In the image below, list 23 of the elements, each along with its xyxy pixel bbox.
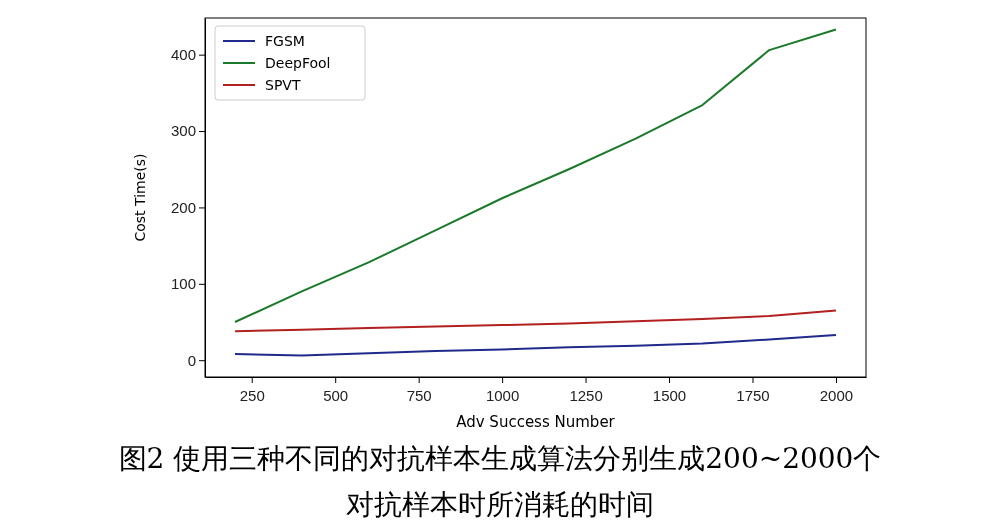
- x-tick-label: 1000: [485, 387, 520, 404]
- y-tick-label: 400: [170, 45, 196, 63]
- x-tick-label: 1750: [736, 387, 770, 404]
- y-tick-label: 0: [187, 351, 196, 369]
- y-axis-title: Cost Time(s): [132, 153, 148, 242]
- text: 对抗样本时所消耗的时间: [346, 488, 654, 521]
- y-tick-label: 200: [170, 198, 196, 216]
- x-tick-label: 1250: [569, 387, 603, 404]
- legend-label: FGSM: [265, 33, 305, 49]
- x-tick-label: 1500: [652, 387, 687, 404]
- x-tick-label: 2000: [819, 387, 854, 404]
- x-axis-title: Adv Success Number: [456, 413, 616, 431]
- x-tick-label: 250: [239, 387, 265, 404]
- legend-label: SPVT: [265, 77, 301, 93]
- line-series: [234, 333, 837, 357]
- y-tick-label: 300: [170, 122, 196, 140]
- line-series: [234, 28, 837, 323]
- x-tick-label: 500: [323, 387, 349, 404]
- line-series: [234, 309, 837, 333]
- y-tick-label: 100: [170, 275, 196, 293]
- caption: 图2 使用三种不同的对抗样本生成算法分别生成200~2000个: [118, 442, 882, 475]
- legend-label: DeepFool: [265, 55, 331, 71]
- x-tick-label: 750: [406, 387, 432, 404]
